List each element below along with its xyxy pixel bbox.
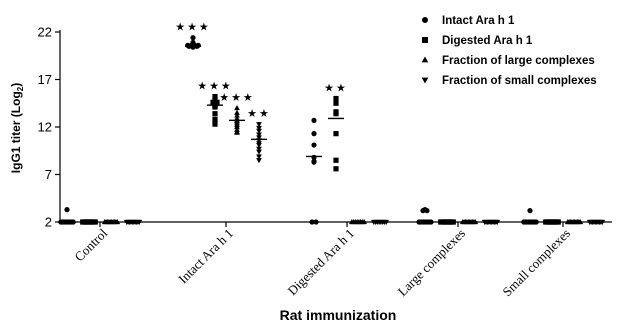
data-point <box>333 95 339 102</box>
legend-marker <box>422 17 428 23</box>
data-point <box>309 219 315 225</box>
data-point <box>311 159 317 165</box>
data-point <box>311 142 317 148</box>
legend-label: Digested Ara h 1 <box>442 35 533 47</box>
data-point <box>212 111 218 117</box>
y-axis-title-sub: 2 <box>16 86 25 91</box>
data-point <box>333 111 339 117</box>
y-tick-label: 7 <box>45 167 52 182</box>
data-point <box>527 208 533 214</box>
significance-star: ★★ <box>324 82 348 95</box>
data-point <box>256 122 262 128</box>
data-point <box>256 125 262 131</box>
data-point <box>214 99 220 105</box>
x-tick-label: Control <box>71 225 110 264</box>
y-tick-label: 22 <box>38 25 52 40</box>
data-point <box>256 135 262 141</box>
legend-marker <box>421 56 429 63</box>
data-point <box>311 117 317 123</box>
data-point <box>256 149 262 155</box>
data-point <box>234 124 240 130</box>
x-tick-label: Intact Ara h 1 <box>175 226 236 287</box>
significance-star: ★★★ <box>197 80 233 93</box>
median-lines <box>59 45 604 223</box>
significance-star: ★★★ <box>219 91 255 104</box>
y-tick-label: 2 <box>45 215 52 230</box>
legend: Intact Ara h 1 Digested Ara h 1 Fraction o… <box>421 15 597 87</box>
data-point <box>311 131 317 137</box>
x-tick-label: Digested Ara h 1 <box>284 226 357 299</box>
data-point <box>190 35 196 41</box>
data-point <box>234 109 240 115</box>
y-tick-label: 17 <box>38 72 52 87</box>
data-point <box>195 42 201 48</box>
legend-label: Fraction of large complexes <box>442 55 595 67</box>
data-point <box>256 142 262 149</box>
significance-stars: ★★★★★★ ★★★★★★★ <box>175 21 348 120</box>
legend-marker <box>421 77 429 84</box>
data-point <box>333 166 339 172</box>
significance-star: ★★★ <box>175 21 211 34</box>
data-point <box>256 132 262 138</box>
data-point <box>256 158 262 164</box>
data-point <box>256 146 262 152</box>
data-point <box>333 157 339 163</box>
data-point <box>64 207 70 213</box>
data-point <box>234 112 240 118</box>
y-axis-title-main: IgG1 titer (Log <box>9 91 23 173</box>
data-point <box>333 100 339 106</box>
data-point <box>234 129 240 135</box>
legend-label: Fraction of small complexes <box>442 75 597 87</box>
data-point <box>212 103 218 109</box>
data-point <box>212 116 218 122</box>
x-tick-label: Large complexes <box>395 226 468 299</box>
data-point <box>256 128 262 134</box>
significance-star: ★★ <box>247 107 271 120</box>
data-point <box>313 219 319 225</box>
data-point <box>234 105 240 111</box>
data-point <box>256 154 262 160</box>
data-point <box>212 94 218 100</box>
data-point <box>333 131 339 137</box>
data-point <box>422 207 428 213</box>
y-tick-label: 12 <box>38 120 52 135</box>
y-axis-title-end: ) <box>9 83 23 87</box>
legend-label: Intact Ara h 1 <box>442 15 515 27</box>
legend-marker <box>422 37 428 43</box>
x-tick-label: Small complexes <box>499 226 573 300</box>
y-axis-title: IgG1 titer (Log2) <box>9 83 25 173</box>
x-axis-title: Rat immunization <box>280 307 397 323</box>
data-point <box>212 121 218 127</box>
